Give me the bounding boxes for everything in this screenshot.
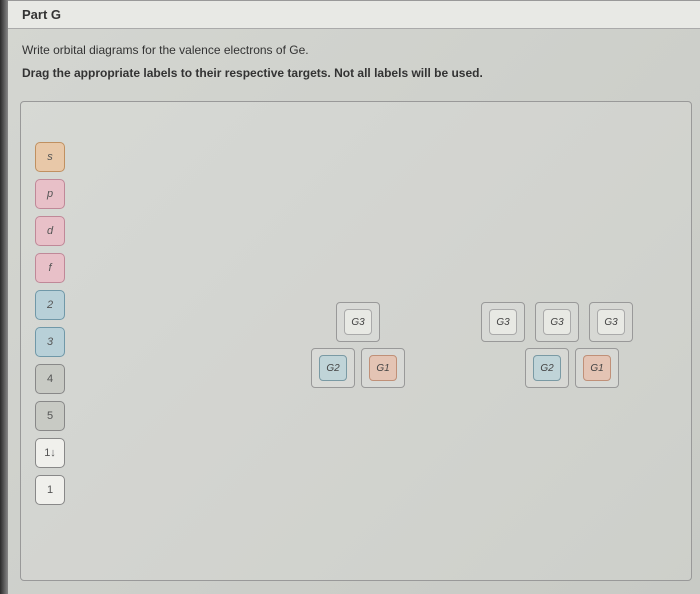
target-row: G2 G1 — [511, 348, 633, 388]
placed-label[interactable]: G3 — [489, 309, 517, 335]
placed-label[interactable]: G3 — [543, 309, 571, 335]
drop-slot[interactable]: G2 — [311, 348, 355, 388]
drop-slot[interactable]: G3 — [336, 302, 380, 342]
target-group-right: G3 G3 G3 G2 G1 — [481, 302, 633, 388]
instruction-line-1: Write orbital diagrams for the valence e… — [22, 41, 686, 60]
screen-bezel — [0, 0, 8, 594]
palette-label-2[interactable]: 2 — [35, 290, 65, 320]
placed-label[interactable]: G1 — [583, 355, 611, 381]
drag-drop-canvas: spdf 2 3 4 5 1↓ 1 G3 G2 G1 G3 G3 G3 — [20, 101, 692, 581]
palette-label-s[interactable]: s — [35, 142, 65, 172]
palette-label-d[interactable]: d — [35, 216, 65, 246]
drop-slot[interactable]: G3 — [481, 302, 525, 342]
palette-label-5[interactable]: 5 — [35, 401, 65, 431]
palette-label-f[interactable]: f — [35, 253, 65, 283]
label-palette: spdf 2 3 4 5 1↓ 1 — [35, 142, 65, 505]
placed-label[interactable]: G3 — [344, 309, 372, 335]
target-row: G3 G3 G3 — [481, 302, 633, 342]
target-row: G3 — [311, 302, 405, 342]
palette-label-4[interactable]: 4 — [35, 364, 65, 394]
target-group-left: G3 G2 G1 — [311, 302, 405, 388]
target-row: G2 G1 — [311, 348, 405, 388]
instructions-block: Write orbital diagrams for the valence e… — [8, 29, 700, 93]
palette-label-p[interactable]: p — [35, 179, 65, 209]
drop-slot[interactable]: G3 — [589, 302, 633, 342]
instruction-line-2: Drag the appropriate labels to their res… — [22, 64, 686, 83]
palette-label-3[interactable]: 3 — [35, 327, 65, 357]
palette-label-1↓[interactable]: 1↓ — [35, 438, 65, 468]
placed-label[interactable]: G3 — [597, 309, 625, 335]
drop-slot[interactable]: G3 — [535, 302, 579, 342]
placed-label[interactable]: G2 — [533, 355, 561, 381]
drop-slot[interactable]: G2 — [525, 348, 569, 388]
drop-slot[interactable]: G1 — [575, 348, 619, 388]
placed-label[interactable]: G1 — [369, 355, 397, 381]
part-header: Part G — [8, 0, 700, 29]
drop-slot[interactable]: G1 — [361, 348, 405, 388]
palette-label-1[interactable]: 1 — [35, 475, 65, 505]
placed-label[interactable]: G2 — [319, 355, 347, 381]
